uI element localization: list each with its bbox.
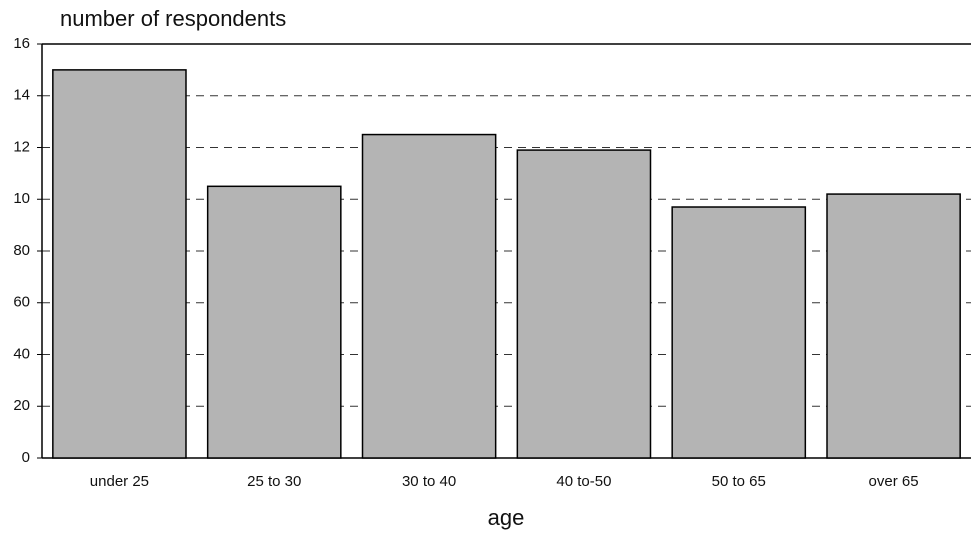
y-tick-label: 10 xyxy=(13,190,30,207)
x-axis-label: age xyxy=(488,505,525,530)
bar xyxy=(516,149,652,459)
bar xyxy=(671,206,807,459)
y-tick-label: 12 xyxy=(13,138,30,155)
y-tick-label: 80 xyxy=(13,242,30,259)
x-tick-label: 30 to 40 xyxy=(402,473,456,490)
y-tick-label: 40 xyxy=(13,345,30,362)
y-tick-label: 16 xyxy=(13,35,30,52)
bar xyxy=(206,185,342,459)
y-tick-label: 60 xyxy=(13,294,30,311)
bar xyxy=(826,193,961,459)
bar xyxy=(361,133,497,459)
y-tick-label: 0 xyxy=(22,449,30,466)
x-tick-label: 25 to 30 xyxy=(247,473,301,490)
x-tick-label: 40 to-50 xyxy=(556,473,611,490)
x-tick-label: under 25 xyxy=(90,473,149,490)
chart-title: number of respondents xyxy=(60,6,286,31)
y-tick-label: 14 xyxy=(13,87,30,104)
x-tick-label: over 65 xyxy=(869,473,919,490)
bar xyxy=(52,69,187,459)
y-tick-label: 20 xyxy=(13,397,30,414)
x-tick-label: 50 to 65 xyxy=(712,473,766,490)
